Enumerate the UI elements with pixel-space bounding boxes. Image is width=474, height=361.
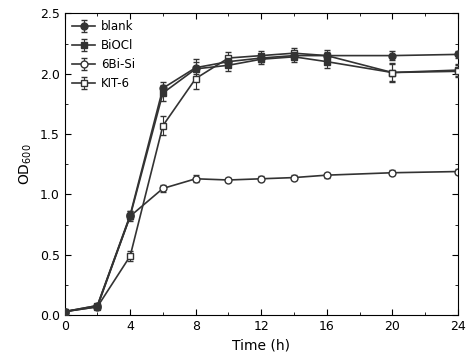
Y-axis label: OD$_{600}$: OD$_{600}$	[18, 143, 34, 185]
X-axis label: Time (h): Time (h)	[232, 339, 290, 353]
Legend: blank, BiOCl, 6Bi-Si, KIT-6: blank, BiOCl, 6Bi-Si, KIT-6	[68, 17, 139, 93]
